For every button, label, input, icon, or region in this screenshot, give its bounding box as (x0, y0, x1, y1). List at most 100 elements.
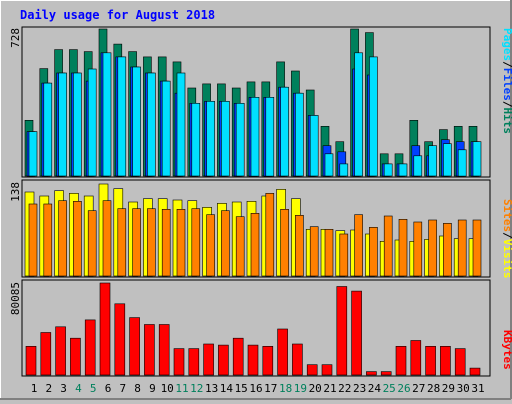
bar-sites-day-1 (28, 203, 38, 277)
bar-kbytes-day-30 (454, 348, 466, 376)
bar-sites-day-10 (161, 209, 171, 277)
bar-pages-day-6 (102, 52, 112, 177)
x-label-day-24: 24 (368, 382, 382, 395)
bar-pages-day-3 (58, 72, 67, 177)
bar-sites-day-2 (43, 203, 53, 277)
legend-pages: Pages (501, 28, 512, 61)
bar-pages-day-20 (309, 115, 319, 177)
x-label-day-29: 29 (442, 382, 455, 395)
bar-pages-day-9 (147, 72, 156, 177)
x-label-day-28: 28 (427, 382, 440, 395)
x-label-day-7: 7 (119, 382, 126, 395)
bar-sites-day-22 (339, 233, 349, 277)
bar-pages-day-7 (117, 56, 127, 177)
bar-pages-day-5 (87, 68, 97, 177)
panel-hits-ymax: 728 (9, 28, 22, 48)
x-label-day-31: 31 (471, 382, 484, 395)
bar-sites-day-15 (235, 216, 245, 277)
bar-kbytes-day-18 (277, 328, 288, 376)
bar-sites-day-28 (428, 219, 437, 277)
bar-kbytes-day-13 (203, 343, 214, 376)
bar-pages-day-16 (250, 97, 260, 177)
x-label-day-6: 6 (105, 382, 112, 395)
bar-pages-day-23 (354, 52, 363, 177)
x-label-day-26: 26 (397, 382, 410, 395)
bar-sites-day-14 (221, 210, 230, 277)
x-label-day-30: 30 (457, 382, 470, 395)
legend-sep-3: / (501, 232, 512, 239)
x-label-day-16: 16 (249, 382, 262, 395)
bar-kbytes-day-4 (70, 337, 81, 376)
bar-kbytes-day-20 (306, 364, 318, 376)
x-label-day-1: 1 (31, 382, 38, 395)
x-label-day-3: 3 (60, 382, 67, 395)
bar-kbytes-day-26 (395, 345, 407, 376)
bar-pages-day-24 (369, 56, 378, 177)
bar-kbytes-day-29 (440, 345, 451, 376)
bar-sites-day-23 (354, 214, 363, 277)
bar-kbytes-day-5 (84, 319, 96, 376)
bar-kbytes-day-12 (188, 348, 200, 376)
x-label-day-2: 2 (45, 382, 52, 395)
legend-kbytes: KBytes (501, 330, 512, 370)
bar-kbytes-day-25 (380, 371, 392, 376)
bars-layer (24, 28, 482, 376)
panel-hits-frame (21, 26, 491, 178)
bar-kbytes-day-24 (366, 371, 377, 376)
chart-title: Daily usage for August 2018 (20, 8, 215, 22)
bar-sites-day-17 (265, 193, 275, 277)
bar-sites-day-21 (324, 229, 334, 277)
bar-sites-day-6 (102, 200, 112, 277)
bar-pages-day-12 (191, 103, 201, 177)
bar-pages-day-19 (295, 92, 304, 177)
bar-sites-day-20 (309, 226, 319, 277)
x-label-day-27: 27 (412, 382, 425, 395)
bar-sites-day-5 (87, 210, 97, 277)
bar-kbytes-day-10 (158, 324, 170, 376)
bar-sites-day-31 (472, 219, 482, 277)
bar-kbytes-day-16 (247, 344, 259, 376)
bar-pages-day-25 (383, 163, 393, 177)
bar-pages-day-15 (235, 103, 245, 177)
bar-pages-day-26 (398, 163, 408, 177)
bar-kbytes-day-11 (173, 348, 185, 376)
x-label-day-17: 17 (264, 382, 277, 395)
legend-sites: Sites (501, 199, 512, 232)
x-label-day-9: 9 (149, 382, 156, 395)
x-label-day-19: 19 (294, 382, 307, 395)
bar-sites-day-3 (58, 200, 67, 277)
legend-hits-files-pages: Pages/Files/Hits (501, 28, 512, 134)
bar-pages-day-21 (324, 153, 334, 177)
legend-visits-sites: Sites/Visits (501, 199, 512, 279)
x-label-day-5: 5 (90, 382, 97, 395)
bar-sites-day-11 (176, 209, 186, 277)
x-label-day-14: 14 (220, 382, 234, 395)
bar-kbytes-day-15 (232, 337, 244, 376)
bar-kbytes-day-27 (410, 340, 422, 376)
panel-visits-frame (21, 179, 491, 278)
x-label-day-4: 4 (75, 382, 82, 395)
x-label-day-20: 20 (309, 382, 322, 395)
bar-pages-day-31 (472, 141, 482, 177)
bar-pages-day-1 (28, 131, 38, 177)
x-axis-labels: 1 2 3 4 5 6 7 8 9 10 11 12 13 14 15 16 17 18 19 20 21 22 23 24 2… (31, 382, 485, 395)
bar-kbytes-day-9 (144, 324, 155, 376)
bar-sites-day-13 (206, 214, 215, 277)
bar-pages-day-13 (206, 101, 215, 177)
bar-pages-day-27 (413, 155, 423, 177)
x-label-day-25: 25 (383, 382, 396, 395)
bar-sites-day-7 (117, 208, 127, 277)
x-label-day-10: 10 (161, 382, 174, 395)
bar-pages-day-8 (132, 66, 141, 177)
bar-pages-day-22 (339, 163, 349, 177)
panel-visits-ymax: 138 (9, 182, 22, 202)
legend-sep-2: / (501, 101, 512, 108)
bar-sites-day-9 (147, 208, 156, 277)
x-label-day-12: 12 (190, 382, 203, 395)
bar-kbytes-day-14 (218, 344, 229, 376)
bar-pages-day-4 (73, 72, 82, 177)
bar-sites-day-12 (191, 208, 201, 277)
bar-kbytes-day-23 (351, 290, 362, 376)
bar-kbytes-day-28 (425, 345, 436, 376)
